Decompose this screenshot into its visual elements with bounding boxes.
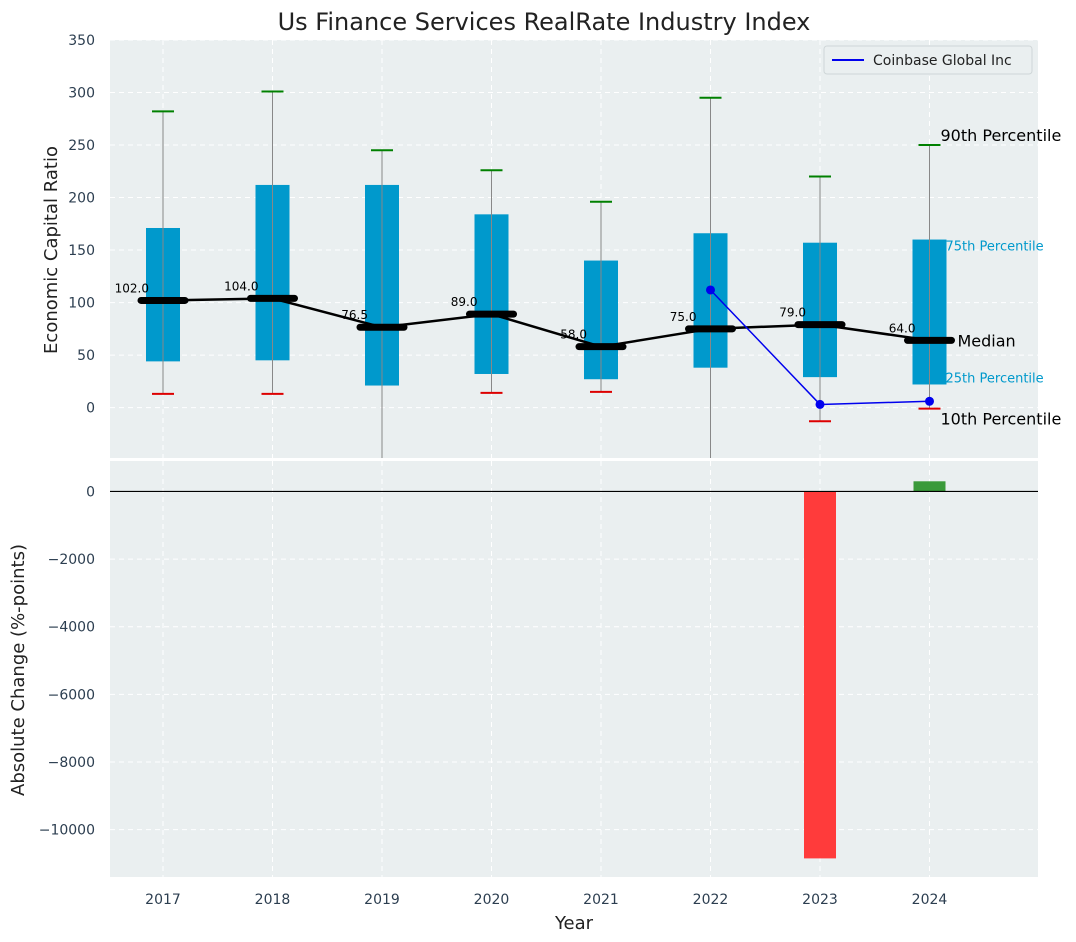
p75-annotation: 75th Percentile	[946, 240, 1044, 255]
bottom-panel: 0 −2000 −4000 −6000 −8000 −10000 2017 2018 2019…	[8, 461, 1038, 934]
series-point	[925, 396, 934, 406]
median-value-label: 89.0	[451, 295, 478, 309]
bottom-y-tick-label: −4000	[48, 620, 95, 636]
bottom-y-ticks: 0 −2000 −4000 −6000 −8000 −10000	[39, 484, 95, 838]
top-plot-background	[110, 40, 1038, 458]
median-line	[162, 297, 930, 348]
median-line-group	[162, 297, 930, 348]
chart-title: Us Finance Services RealRate Industry In…	[278, 8, 811, 36]
x-tick-label: 2017	[145, 892, 181, 908]
p90-annotation: 90th Percentile	[941, 126, 1062, 145]
x-tick-label: 2022	[693, 892, 729, 908]
x-tick-label: 2019	[364, 892, 400, 908]
bottom-plot-background	[110, 461, 1038, 877]
top-y-tick-label: 250	[68, 138, 95, 154]
bottom-y-tick-label: −8000	[48, 755, 95, 771]
legend-label: Coinbase Global Inc	[873, 53, 1012, 69]
top-y-tick-label: 300	[68, 86, 95, 102]
series-group	[706, 285, 934, 409]
legend: Coinbase Global Inc	[823, 45, 1033, 75]
median-value-label: 75.0	[670, 310, 697, 324]
top-y-tick-label: 350	[68, 33, 95, 49]
median-value-label: 104.0	[224, 279, 258, 293]
series-point	[706, 285, 715, 295]
bottom-y-tick-label: −6000	[48, 687, 95, 703]
top-y-tick-label: 200	[68, 191, 95, 207]
top-y-tick-label: 150	[68, 243, 95, 259]
p25-annotation: 25th Percentile	[946, 371, 1044, 386]
change-bar	[804, 491, 836, 859]
change-bar	[913, 481, 946, 492]
legend-box	[823, 45, 1033, 75]
median-value-label: 64.0	[889, 321, 916, 335]
bottom-y-tick-label: −10000	[39, 823, 95, 839]
change-bars	[804, 481, 946, 859]
x-tick-label: 2020	[474, 892, 510, 908]
bottom-y-tick-label: 0	[86, 484, 95, 500]
top-y-tick-label: 0	[86, 401, 95, 417]
top-y-axis-label: Economic Capital Ratio	[41, 146, 62, 354]
percentile-annotations: 90th Percentile 75th Percentile Median 25th…	[941, 126, 1062, 429]
bottom-y-tick-label: −2000	[48, 552, 95, 568]
top-y-tick-label: 100	[68, 296, 95, 312]
median-value-label: 58.0	[560, 328, 587, 342]
x-tick-label: 2024	[912, 892, 948, 908]
median-value-label: 79.0	[779, 306, 806, 320]
x-axis-label: Year	[554, 913, 594, 934]
top-y-ticks: 0 50 100 150 200 250 300 350	[68, 33, 95, 417]
x-tick-label: 2021	[583, 892, 619, 908]
x-tick-label: 2023	[802, 892, 838, 908]
series-point	[815, 399, 825, 409]
x-tick-label: 2018	[255, 892, 291, 908]
median-value-label: 102.0	[115, 281, 149, 295]
p10-annotation: 10th Percentile	[941, 410, 1062, 429]
top-y-tick-label: 50	[77, 348, 95, 364]
median-annotation: Median	[958, 331, 1016, 350]
x-ticks: 2017 2018 2019 2020 2021 2022 2023 2024	[145, 892, 947, 908]
bottom-y-axis-label: Absolute Change (%-points)	[8, 544, 29, 796]
